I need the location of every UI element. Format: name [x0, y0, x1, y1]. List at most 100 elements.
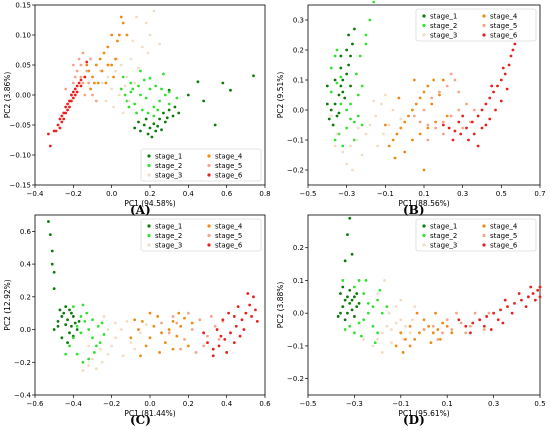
data-point-stage-3 — [114, 336, 117, 340]
data-point-stage-4 — [445, 324, 449, 328]
legend-label-stage-4: stage_4 — [215, 153, 243, 161]
data-point-stage-4 — [179, 324, 183, 328]
data-point-stage-4 — [112, 75, 115, 79]
data-point-stage-3 — [341, 150, 345, 154]
legend-marker-stage-5 — [207, 163, 211, 168]
data-point-stage-1 — [139, 129, 142, 133]
y-tick-label: 0.4 — [20, 261, 32, 269]
data-point-stage-2 — [335, 48, 339, 52]
data-point-stage-3 — [394, 305, 398, 309]
data-point-stage-1 — [77, 319, 81, 323]
data-point-stage-6 — [461, 114, 465, 118]
data-point-stage-6 — [513, 42, 517, 46]
data-point-stage-4 — [140, 319, 144, 323]
legend-label-stage-6: stage_6 — [215, 242, 243, 250]
data-point-stage-1 — [351, 42, 354, 46]
data-point-stage-1 — [333, 102, 337, 106]
data-point-stage-6 — [246, 292, 250, 295]
data-point-stage-1 — [60, 336, 64, 340]
data-point-stage-3 — [129, 341, 133, 345]
legend-label-stage-2: stage_2 — [430, 232, 457, 240]
data-point-stage-5 — [77, 57, 81, 61]
data-point-stage-6 — [66, 102, 69, 106]
data-point-stage-2 — [167, 90, 171, 94]
data-point-stage-3 — [158, 42, 161, 46]
y-tick-label: 0.1 — [293, 77, 304, 85]
data-point-stage-1 — [333, 78, 337, 82]
data-point-stage-1 — [349, 84, 352, 88]
data-point-stage-6 — [527, 295, 530, 299]
data-point-stage-5 — [64, 87, 68, 91]
data-point-stage-3 — [408, 331, 412, 335]
data-point-stage-6 — [242, 328, 246, 331]
data-point-stage-6 — [536, 288, 540, 292]
data-point-stage-3 — [376, 292, 379, 295]
legend-marker-stage-3 — [147, 173, 151, 177]
data-point-stage-2 — [75, 324, 79, 328]
data-point-stage-1 — [56, 324, 60, 328]
data-point-stage-2 — [162, 72, 165, 76]
data-point-stage-6 — [71, 90, 75, 94]
x-tick-label: −0.5 — [300, 400, 317, 408]
panel-d-chart: −0.5 −0.3 −0.1 0.1 0.3 0.5 −0.2 −0.1 0.0 0.1 0.2 PC… — [276, 214, 546, 418]
data-point-stage-6 — [459, 132, 463, 136]
data-point-stage-1 — [337, 93, 341, 97]
data-point-stage-6 — [79, 78, 83, 82]
data-point-stage-1 — [329, 108, 333, 112]
data-point-stage-4 — [85, 63, 89, 67]
data-point-stage-5 — [217, 337, 221, 341]
data-point-stage-3 — [125, 319, 129, 323]
data-point-stage-1 — [341, 285, 345, 289]
y-tick-label: −0.10 — [10, 152, 31, 160]
data-point-stage-5 — [198, 318, 202, 322]
data-point-stage-2 — [329, 66, 333, 70]
data-point-stage-4 — [414, 102, 418, 106]
panel-a-chart: −0.4 −0.2 0.0 0.2 0.4 0.6 0.8 −0.15 −0.10 −0.05 0.… — [3, 2, 271, 209]
data-point-stage-6 — [211, 347, 215, 351]
y-tick-label: 0.2 — [20, 293, 31, 301]
legend-label-stage-3: stage_3 — [430, 32, 457, 40]
data-point-stage-3 — [116, 57, 119, 61]
y-tick-label: 0.0 — [20, 326, 31, 334]
data-point-stage-4 — [171, 347, 175, 351]
data-point-stage-6 — [484, 102, 488, 106]
data-point-stage-3 — [387, 311, 391, 315]
data-point-stage-2 — [360, 84, 364, 88]
data-point-stage-3 — [100, 360, 104, 364]
data-point-stage-1 — [71, 315, 75, 318]
data-point-stage-4 — [190, 321, 194, 325]
data-point-stage-3 — [383, 93, 387, 97]
data-point-stage-6 — [252, 295, 255, 299]
data-point-stage-2 — [81, 303, 85, 307]
data-point-stage-1 — [47, 220, 50, 223]
legend-label-stage-1: stage_1 — [155, 153, 182, 161]
data-point-stage-4 — [119, 15, 123, 19]
data-point-stage-1 — [357, 301, 361, 305]
data-point-stage-6 — [524, 305, 528, 309]
data-point-stage-6 — [250, 315, 253, 318]
data-point-stage-6 — [73, 87, 77, 91]
data-point-stage-6 — [255, 319, 259, 323]
data-point-stage-4 — [426, 84, 430, 88]
data-point-stage-6 — [496, 318, 500, 322]
x-tick-label: 0.5 — [496, 190, 507, 198]
data-point-stage-6 — [501, 321, 505, 325]
data-point-stage-1 — [325, 102, 329, 106]
data-point-stage-2 — [71, 336, 75, 340]
data-point-stage-5 — [209, 315, 213, 318]
data-point-stage-1 — [353, 295, 356, 299]
data-point-stage-2 — [333, 138, 337, 142]
x-tick-label: −0.1 — [392, 400, 409, 408]
data-point-stage-4 — [102, 51, 106, 55]
data-point-stage-3 — [121, 354, 125, 358]
data-point-stage-4 — [139, 354, 142, 358]
data-point-stage-2 — [87, 328, 91, 331]
data-point-stage-3 — [146, 51, 150, 55]
data-point-stage-3 — [376, 144, 379, 148]
data-point-stage-6 — [73, 93, 77, 97]
y-tick-label: −0.2 — [14, 359, 31, 367]
data-point-stage-1 — [75, 328, 79, 331]
x-tick-label: 0.6 — [259, 400, 271, 408]
data-point-stage-6 — [68, 105, 71, 109]
data-point-stage-5 — [487, 311, 491, 315]
